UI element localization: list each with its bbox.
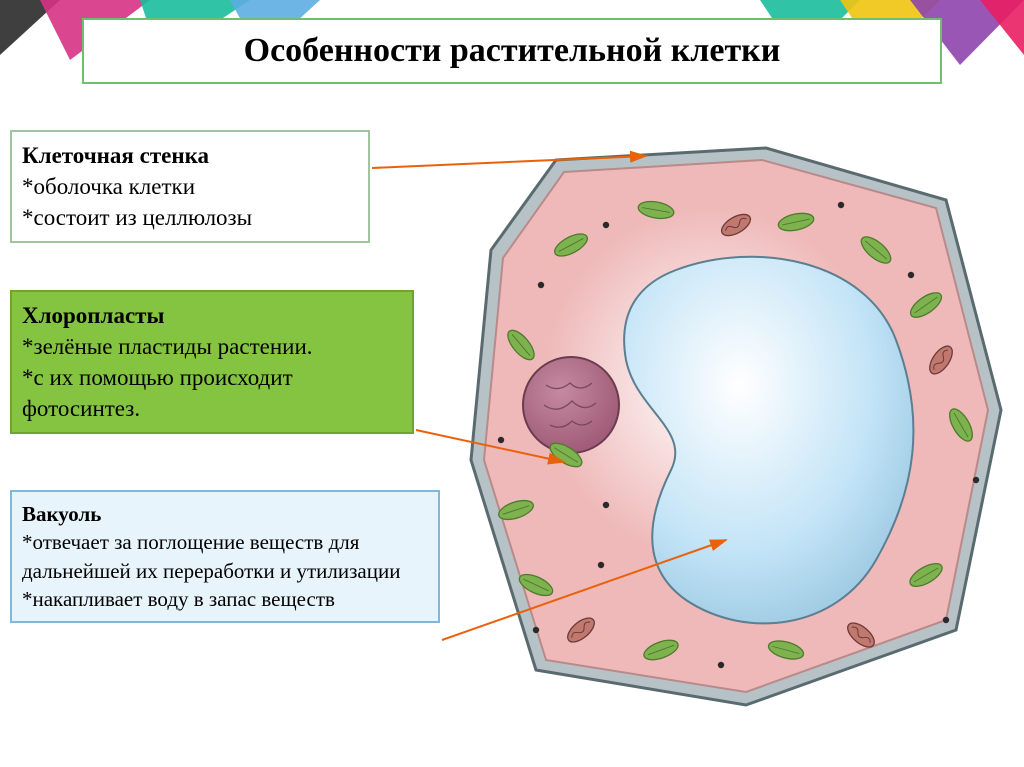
vacuole-box: Вакуоль *отвечает за поглощение веществ …	[10, 490, 440, 623]
cell-diagram	[446, 130, 1016, 730]
vacuole-p2: *накапливает воду в запас веществ	[22, 585, 428, 613]
vacuole-heading: Вакуоль	[22, 500, 428, 528]
page-title: Особенности растительной клетки	[94, 32, 930, 70]
cellwall-p1: *оболочка клетки	[22, 171, 358, 202]
cellwall-box: Клеточная стенка *оболочка клетки *состо…	[10, 130, 370, 243]
chloroplast-heading: Хлоропласты	[22, 300, 402, 331]
title-box: Особенности растительной клетки	[82, 18, 942, 84]
chloroplast-p2: *с их помощью происходит фотосинтез.	[22, 362, 402, 424]
cellwall-heading: Клеточная стенка	[22, 140, 358, 171]
vacuole-p1: *отвечает за поглощение веществ для даль…	[22, 528, 428, 585]
chloroplast-box: Хлоропласты *зелёные пластиды растении. …	[10, 290, 414, 434]
chloroplast-p1: *зелёные пластиды растении.	[22, 331, 402, 362]
cellwall-p2: *состоит из целлюлозы	[22, 202, 358, 233]
